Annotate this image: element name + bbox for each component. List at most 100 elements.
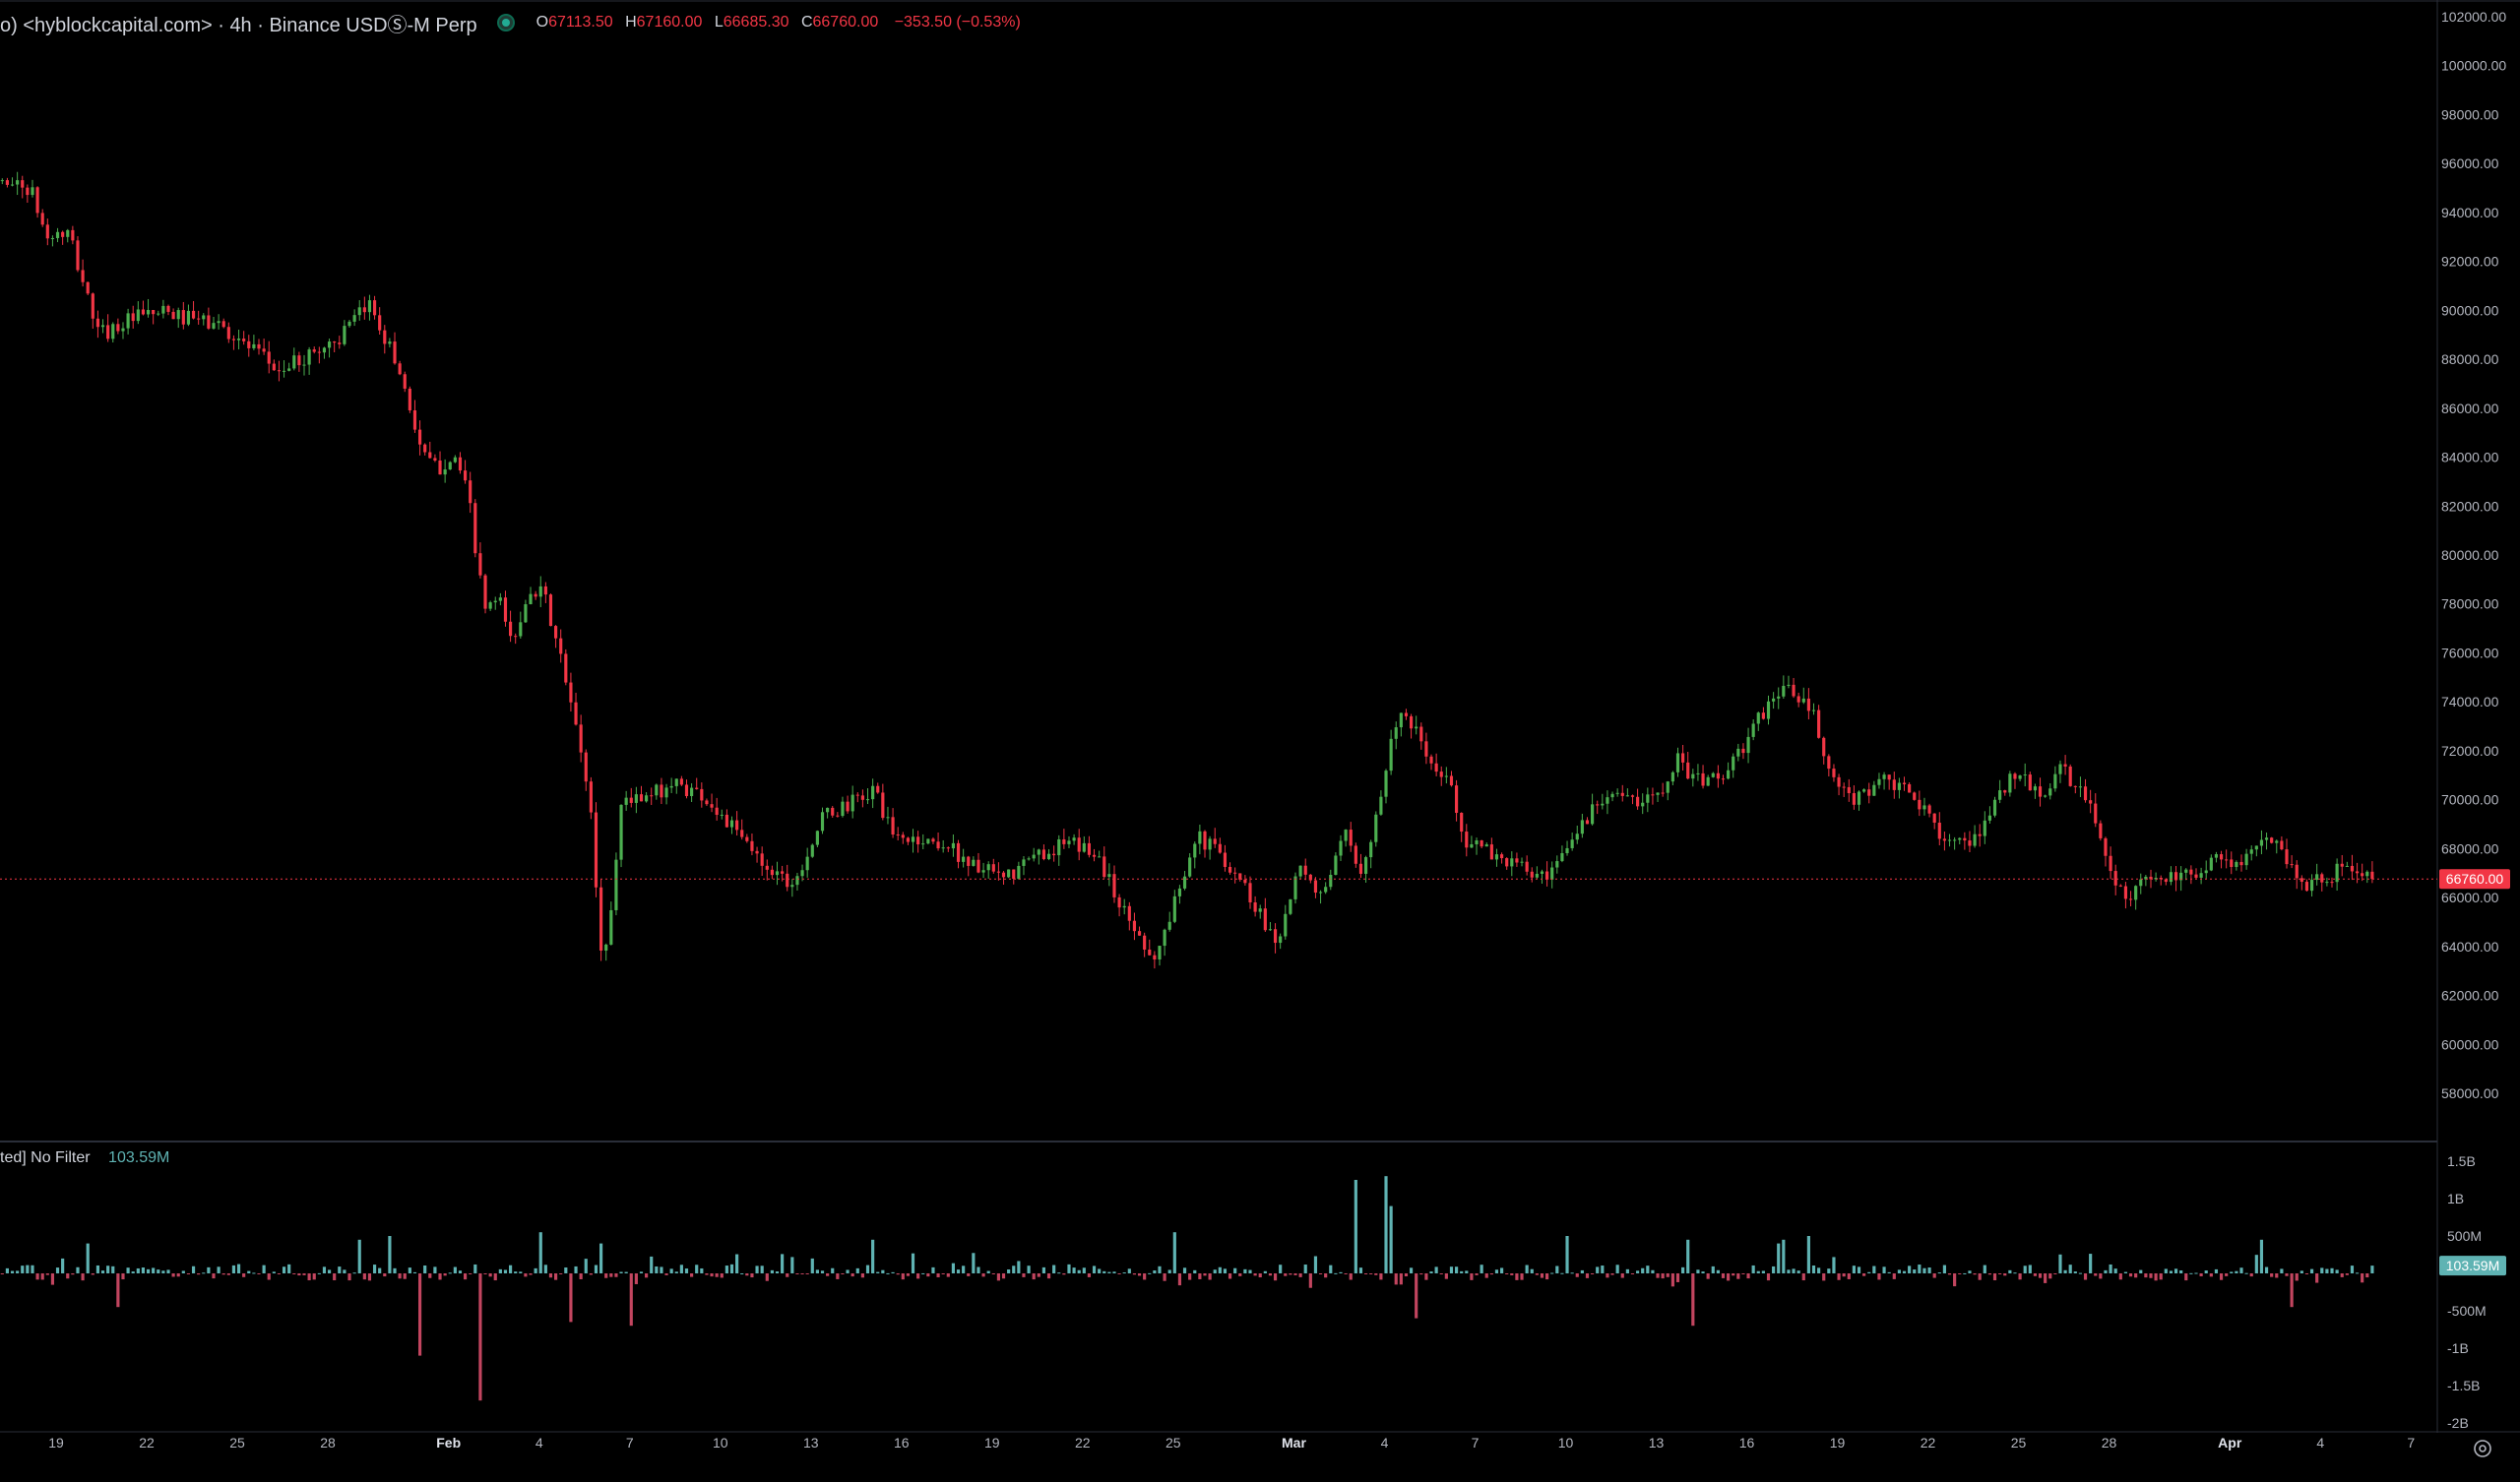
candle [1007, 869, 1011, 878]
candle [2013, 773, 2017, 779]
last-value-badges: 66760.00 103.59M [2439, 869, 2510, 1276]
histogram-bar [1918, 1265, 1922, 1273]
candle [1344, 830, 1348, 841]
histogram-bar [2280, 1268, 2284, 1273]
histogram-bar [1102, 1270, 1106, 1273]
histogram-bar [1117, 1273, 1121, 1274]
histogram-bar [1932, 1273, 1936, 1278]
histogram-bar [157, 1269, 160, 1273]
histogram-bar [700, 1267, 704, 1273]
price-tick-label: 86000.00 [2441, 401, 2499, 416]
candle [498, 597, 502, 601]
candle [916, 836, 920, 845]
candle [1646, 794, 1650, 803]
histogram-bar [307, 1273, 311, 1281]
candle [1415, 726, 1418, 729]
histogram-bar [1233, 1267, 1237, 1273]
histogram-bar [1792, 1268, 1796, 1273]
candle [292, 355, 296, 369]
candle [1691, 773, 1695, 779]
histogram-bar [2194, 1272, 2198, 1274]
candle [1041, 849, 1046, 860]
price-tick-label: 62000.00 [2441, 988, 2499, 1004]
histogram-bar [911, 1253, 915, 1273]
date-tick-label: Mar [1282, 1435, 1306, 1451]
histogram-bar [1857, 1266, 1861, 1273]
symbol-title[interactable]: o) <hyblockcapital.com> · 4h · Binance U… [0, 14, 477, 36]
indicator-legend[interactable]: ted] No Filter 103.59M [0, 1149, 169, 1167]
histogram-bar [2113, 1268, 2117, 1273]
symbol-legend[interactable]: o) <hyblockcapital.com> · 4h · Binance U… [0, 10, 1021, 36]
histogram-bar [383, 1273, 387, 1277]
histogram-bar [815, 1269, 819, 1273]
histogram-bar [1963, 1272, 1967, 1274]
histogram-bar [991, 1273, 995, 1274]
histogram-bar [50, 1273, 55, 1285]
histogram-bar [1983, 1265, 1986, 1273]
histogram-bar [2099, 1273, 2103, 1279]
histogram-bar [262, 1265, 266, 1273]
candle [1973, 834, 1977, 846]
candle [338, 342, 342, 344]
candle [810, 844, 814, 857]
date-tick-label: Apr [2218, 1435, 2242, 1451]
date-tick-label: 28 [320, 1435, 336, 1451]
price-axis[interactable]: 102000.00 100000.00 98000.00 96000.00 94000.… [2441, 9, 2506, 1101]
candle [207, 315, 211, 329]
candle [1661, 792, 1665, 794]
histogram-bar [1419, 1273, 1423, 1275]
histogram-bar [287, 1264, 291, 1273]
indicator-name[interactable]: ted] No Filter [0, 1149, 91, 1166]
candle [152, 309, 156, 315]
candle [639, 794, 644, 802]
candle [262, 348, 266, 352]
candle [519, 622, 523, 637]
histogram-bar [1188, 1273, 1192, 1280]
candle [514, 636, 518, 638]
histogram-bar [2063, 1269, 2067, 1273]
histogram-bar [1661, 1273, 1665, 1279]
candle [352, 315, 356, 322]
candle [2345, 865, 2349, 867]
candle [1153, 955, 1157, 960]
candle [1701, 772, 1705, 786]
histogram-bar [2290, 1273, 2294, 1308]
candle [569, 682, 573, 703]
histogram-bar [599, 1243, 603, 1273]
histogram-bar [1057, 1272, 1061, 1274]
date-tick-label: 22 [139, 1435, 155, 1451]
candle [820, 812, 825, 832]
indicator-axis[interactable]: 1.5B 1B 500M -500M -1B -1.5B -2B [2447, 1153, 2487, 1431]
histogram-bar [2078, 1272, 2083, 1274]
histogram-bar [554, 1273, 558, 1280]
candle [1555, 861, 1559, 868]
candle [1289, 898, 1292, 914]
histogram-bar [5, 1267, 10, 1273]
candle [1067, 840, 1071, 844]
candle [926, 838, 930, 844]
histogram-bar [1167, 1269, 1171, 1273]
histogram-bar [976, 1266, 980, 1273]
candle [554, 626, 558, 639]
histogram-bar [267, 1273, 271, 1280]
histogram-bar [735, 1254, 739, 1273]
histogram-bar [775, 1270, 780, 1273]
histogram-bar [765, 1273, 769, 1281]
candle [2199, 873, 2203, 878]
histogram-bar [1258, 1273, 1262, 1278]
histogram-bar [1610, 1273, 1614, 1275]
histogram-bar [674, 1271, 678, 1273]
candle [61, 231, 65, 237]
candle [1449, 775, 1454, 786]
candle [1625, 795, 1629, 797]
histogram-bar [1741, 1273, 1745, 1274]
settings-icon[interactable] [2471, 1437, 2494, 1460]
candle [690, 787, 694, 796]
histogram-bar [16, 1270, 20, 1273]
histogram-bar [2304, 1273, 2309, 1274]
histogram-bar [715, 1273, 719, 1277]
candle [383, 330, 387, 344]
time-axis[interactable]: 19 22 25 28 Feb 4 7 10 13 16 19 22 25 Mar 4 7 10 13 16 19 22… [48, 1435, 2415, 1451]
